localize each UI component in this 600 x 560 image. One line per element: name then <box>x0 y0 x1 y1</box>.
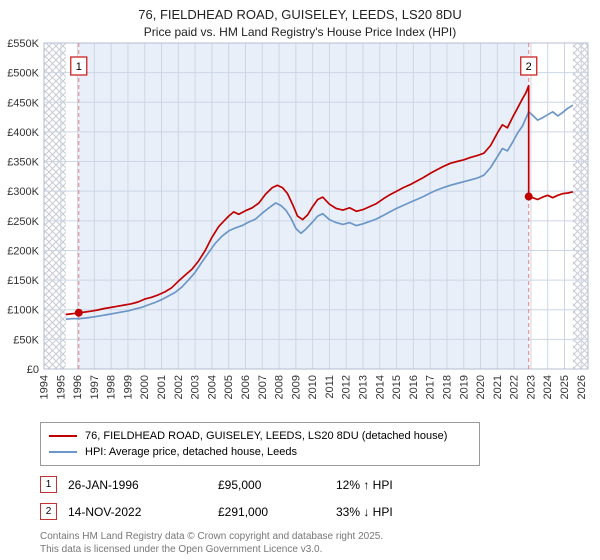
svg-text:£250K: £250K <box>7 216 39 228</box>
copyright-footer: Contains HM Land Registry data © Crown c… <box>40 530 600 556</box>
svg-text:2008: 2008 <box>274 375 286 399</box>
svg-text:1996: 1996 <box>72 375 84 399</box>
svg-text:£550K: £550K <box>7 39 39 50</box>
svg-text:£200K: £200K <box>7 245 39 257</box>
transaction-2-price: £291,000 <box>218 504 269 519</box>
svg-text:£400K: £400K <box>7 127 39 139</box>
transaction-2-date: 14-NOV-2022 <box>68 504 142 519</box>
footer-line-2: This data is licensed under the Open Gov… <box>40 544 323 555</box>
svg-text:£0: £0 <box>27 364 39 376</box>
svg-text:2011: 2011 <box>324 375 336 399</box>
svg-text:2006: 2006 <box>240 375 252 399</box>
price-history-chart: 1 2 £0 £50K £100K £150K £200K £250K £300K £350K £4… <box>7 38 589 399</box>
transaction-1-hpi: 12% ↑ HPI <box>336 477 393 492</box>
chart-subtitle: Price paid vs. HM Land Registry's House … <box>143 25 457 39</box>
svg-text:£150K: £150K <box>7 275 39 287</box>
footer-line-1: Contains HM Land Registry data © Crown c… <box>40 531 384 542</box>
svg-text:£300K: £300K <box>7 186 39 198</box>
transaction-row-2: 2 14-NOV-2022 £291,000 33% ↓ HPI <box>40 503 600 520</box>
svg-text:2013: 2013 <box>358 375 370 399</box>
svg-text:£450K: £450K <box>7 97 39 109</box>
svg-text:2000: 2000 <box>139 375 151 399</box>
svg-text:£100K: £100K <box>7 305 39 317</box>
svg-text:2: 2 <box>526 61 532 73</box>
svg-text:2017: 2017 <box>425 375 437 399</box>
svg-text:1997: 1997 <box>89 375 101 399</box>
transaction-2-marker: 2 <box>40 503 57 520</box>
svg-text:£500K: £500K <box>7 68 39 80</box>
svg-text:2010: 2010 <box>307 375 319 399</box>
svg-text:2016: 2016 <box>408 375 420 399</box>
svg-text:2003: 2003 <box>190 375 202 399</box>
svg-text:2019: 2019 <box>458 375 470 399</box>
svg-text:2021: 2021 <box>492 375 504 399</box>
svg-text:1994: 1994 <box>39 375 51 399</box>
svg-text:2020: 2020 <box>475 375 487 399</box>
legend-item-hpi: HPI: Average price, detached house, Leed… <box>49 444 471 460</box>
svg-text:2004: 2004 <box>206 375 218 399</box>
transaction-2-hpi: 33% ↓ HPI <box>336 504 393 519</box>
legend-item-property: 76, FIELDHEAD ROAD, GUISELEY, LEEDS, LS2… <box>49 428 471 444</box>
svg-text:1999: 1999 <box>122 375 134 399</box>
svg-text:£50K: £50K <box>13 334 39 346</box>
svg-text:2014: 2014 <box>374 375 386 399</box>
legend-label-property: 76, FIELDHEAD ROAD, GUISELEY, LEEDS, LS2… <box>85 430 448 442</box>
legend-label-hpi: HPI: Average price, detached house, Leed… <box>85 446 297 458</box>
transaction-1-date: 26-JAN-1996 <box>68 477 139 492</box>
transaction-1-price: £95,000 <box>218 477 262 492</box>
transaction-1-marker: 1 <box>40 476 57 493</box>
svg-text:2018: 2018 <box>441 375 453 399</box>
svg-text:1995: 1995 <box>55 375 67 399</box>
svg-text:2025: 2025 <box>559 375 571 399</box>
svg-text:£350K: £350K <box>7 157 39 169</box>
svg-text:2012: 2012 <box>341 375 353 399</box>
svg-text:2024: 2024 <box>542 375 554 399</box>
chart-legend: 76, FIELDHEAD ROAD, GUISELEY, LEEDS, LS2… <box>40 422 480 466</box>
blue-line-swatch <box>49 451 77 453</box>
svg-text:2009: 2009 <box>290 375 302 399</box>
transactions-table: 1 26-JAN-1996 £95,000 12% ↑ HPI 2 14-NOV… <box>40 476 600 520</box>
svg-text:1998: 1998 <box>106 375 118 399</box>
red-line-swatch <box>49 435 77 437</box>
svg-text:1: 1 <box>76 61 82 73</box>
svg-text:2002: 2002 <box>173 375 185 399</box>
svg-text:2022: 2022 <box>509 375 521 399</box>
svg-text:2023: 2023 <box>525 375 537 399</box>
svg-text:2007: 2007 <box>257 375 269 399</box>
svg-text:2005: 2005 <box>223 375 235 399</box>
svg-text:2001: 2001 <box>156 375 168 399</box>
svg-text:2015: 2015 <box>391 375 403 399</box>
chart-title: 76, FIELDHEAD ROAD, GUISELEY, LEEDS, LS2… <box>138 7 462 22</box>
svg-text:2026: 2026 <box>576 375 588 399</box>
transaction-row-1: 1 26-JAN-1996 £95,000 12% ↑ HPI <box>40 476 600 493</box>
